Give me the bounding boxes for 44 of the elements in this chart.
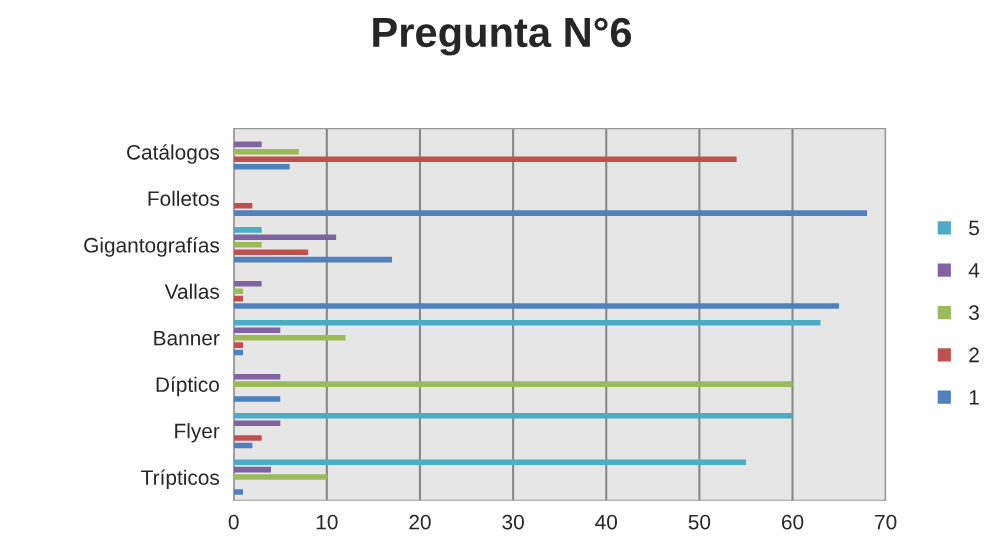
bar — [233, 420, 281, 426]
legend-label: 1 — [969, 390, 979, 405]
bar — [233, 249, 309, 255]
x-tick-label: 70 — [875, 514, 897, 530]
legend-label: 4 — [968, 263, 980, 278]
y-tick-label: Díptico — [156, 376, 219, 397]
y-tick-label: Folletos — [148, 190, 220, 207]
bar — [233, 435, 262, 441]
bar — [233, 156, 737, 163]
bar — [233, 381, 793, 387]
y-tick-label: Catálogos — [127, 144, 220, 164]
bar — [233, 396, 281, 402]
bar — [233, 303, 840, 309]
bar — [233, 241, 262, 248]
bar — [233, 320, 821, 326]
bar — [233, 459, 746, 465]
y-tick-label: Gigantografías — [84, 237, 220, 257]
x-tick-label: 0 — [228, 514, 239, 530]
legend-label: 2 — [969, 347, 979, 363]
bar — [233, 327, 281, 334]
bar — [233, 149, 299, 155]
y-tick-label: Trípticos — [141, 469, 220, 490]
x-tick-label: 40 — [595, 514, 618, 530]
bar — [233, 342, 244, 348]
bar — [233, 141, 262, 148]
bar — [233, 163, 290, 170]
bar — [233, 227, 262, 233]
legend-label: 5 — [969, 220, 979, 236]
y-tick-label: Vallas — [164, 283, 220, 299]
bar — [233, 412, 793, 419]
x-tick-label: 20 — [409, 514, 431, 530]
bar — [233, 474, 327, 480]
legend-label: 3 — [969, 305, 979, 321]
x-tick-label: 30 — [502, 514, 524, 530]
x-tick-label: 60 — [781, 514, 804, 530]
chart-title: Pregunta N°6 — [373, 17, 632, 56]
y-tick-label: Flyer — [175, 423, 220, 443]
bar — [233, 489, 244, 495]
x-tick-label: 10 — [316, 514, 338, 530]
bar — [233, 280, 262, 287]
bar — [233, 288, 244, 294]
bar — [233, 210, 868, 216]
x-tick-label: 50 — [688, 514, 711, 530]
y-tick-label: Banner — [154, 330, 220, 346]
